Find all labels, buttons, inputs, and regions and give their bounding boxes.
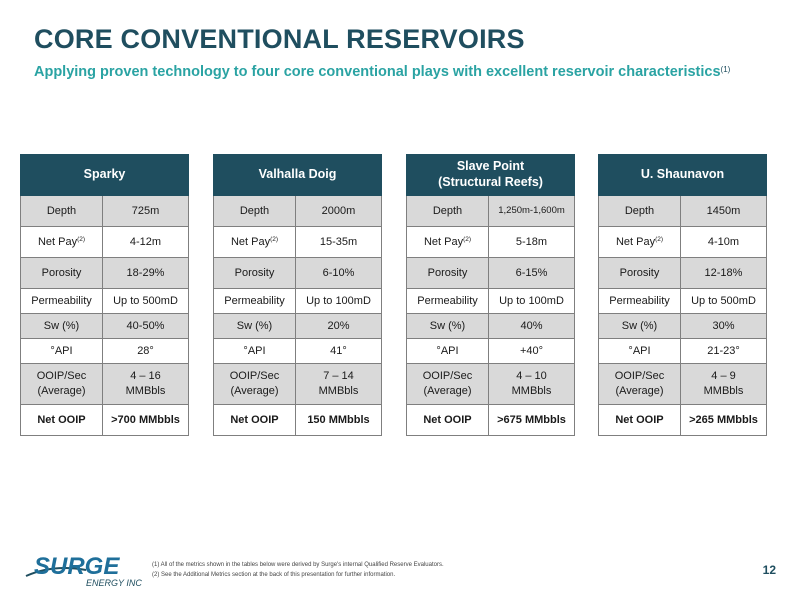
porosity-value: 6-10% (295, 257, 382, 289)
net-pay-value: 4-12m (101, 226, 190, 258)
net-pay-label: Net Pay(2) (20, 226, 103, 258)
reservoir-name: Valhalla Doig (258, 167, 337, 182)
sw-value: 20% (295, 313, 382, 339)
api-value: +40° (487, 338, 576, 364)
net-ooip-label: Net OOIP (213, 404, 296, 436)
net-pay-value: 4-10m (680, 226, 767, 258)
api-value: 21-23° (680, 338, 767, 364)
permeability-label: Permeability (20, 288, 103, 314)
permeability-value: Up to 100mD (487, 288, 576, 314)
sw-value: 40% (487, 313, 576, 339)
depth-value: 2000m (295, 195, 382, 227)
footnotes: (1) All of the metrics shown in the tabl… (152, 560, 444, 580)
api-label: °API (20, 338, 103, 364)
depth-value: 1450m (680, 195, 767, 227)
depth-label: Depth (406, 195, 489, 227)
logo-wordmark: SURGE (34, 553, 120, 580)
ooip-sec-label: OOIP/Sec (Average) (406, 363, 489, 405)
porosity-value: 12-18% (680, 257, 767, 289)
sw-label: Sw (%) (213, 313, 296, 339)
porosity-label: Porosity (598, 257, 681, 289)
logo-subtext: ENERGY INC (86, 578, 142, 588)
ooip-sec-value: 7 – 14 MMBbls (295, 363, 382, 405)
reservoir-name: U. Shaunavon (640, 167, 725, 182)
reservoir-table-slave-point: Slave Point (Structural Reefs) Depth 1,250… (405, 154, 576, 436)
depth-value: 1,250m-1,600m (487, 195, 576, 227)
depth-label: Depth (598, 195, 681, 227)
api-value: 28° (101, 338, 190, 364)
api-label: °API (598, 338, 681, 364)
net-ooip-value: >265 MMbbls (680, 404, 767, 436)
net-pay-label: Net Pay(2) (213, 226, 296, 258)
net-pay-label: Net Pay(2) (406, 226, 489, 258)
footnote-2: (2) See the Additional Metrics section a… (152, 572, 396, 578)
net-ooip-label: Net OOIP (20, 404, 103, 436)
api-label: °API (213, 338, 296, 364)
permeability-label: Permeability (406, 288, 489, 314)
reservoir-name: Slave Point (456, 159, 525, 174)
ooip-sec-label: OOIP/Sec (Average) (213, 363, 296, 405)
ooip-sec-value: 4 – 16 MMBbls (101, 363, 190, 405)
depth-label: Depth (20, 195, 103, 227)
reservoir-header: Slave Point (Structural Reefs) (405, 154, 576, 196)
depth-value: 725m (101, 195, 190, 227)
reservoir-header: Sparky (19, 154, 190, 196)
permeability-value: Up to 500mD (680, 288, 767, 314)
page-subtitle: Applying proven technology to four core … (34, 64, 730, 80)
api-value: 41° (295, 338, 382, 364)
ooip-sec-value: 4 – 10 MMBbls (487, 363, 576, 405)
net-ooip-label: Net OOIP (406, 404, 489, 436)
reservoir-header: U. Shaunavon (598, 154, 767, 196)
porosity-value: 6-15% (487, 257, 576, 289)
net-ooip-label: Net OOIP (598, 404, 681, 436)
net-pay-label: Net Pay(2) (598, 226, 681, 258)
permeability-label: Permeability (598, 288, 681, 314)
net-pay-value: 5-18m (487, 226, 576, 258)
ooip-sec-value: 4 – 9 MMBbls (680, 363, 767, 405)
subtitle-footnote-ref: (1) (720, 65, 731, 74)
ooip-sec-label: OOIP/Sec (Average) (598, 363, 681, 405)
porosity-label: Porosity (213, 257, 296, 289)
sw-value: 40-50% (101, 313, 190, 339)
sw-label: Sw (%) (20, 313, 103, 339)
reservoir-name-sub: (Structural Reefs) (438, 175, 543, 189)
reservoir-tables: Sparky Depth 725m Net Pay(2) 4-12m Porosit… (0, 154, 800, 437)
sw-label: Sw (%) (406, 313, 489, 339)
ooip-sec-label: OOIP/Sec (Average) (20, 363, 103, 405)
porosity-label: Porosity (20, 257, 103, 289)
footnote-1: (1) All of the metrics shown in the tabl… (152, 562, 444, 568)
porosity-value: 18-29% (101, 257, 190, 289)
page-number: 12 (762, 563, 776, 577)
porosity-label: Porosity (406, 257, 489, 289)
api-label: °API (406, 338, 489, 364)
page-title: CORE CONVENTIONAL RESERVOIRS (34, 24, 525, 54)
reservoir-table-valhalla-doig: Valhalla Doig Depth 2000m Net Pay(2) 15-35… (213, 154, 382, 436)
logo-swoosh-icon: SURGE ENERGY INC (25, 553, 142, 588)
permeability-value: Up to 500mD (101, 288, 190, 314)
net-ooip-value: 150 MMbbls (295, 404, 382, 436)
reservoir-name: Sparky (83, 167, 126, 182)
depth-label: Depth (213, 195, 296, 227)
reservoir-table-u-shaunavon: U. Shaunavon Depth 1450m Net Pay(2) 4-10m … (598, 154, 767, 436)
permeability-label: Permeability (213, 288, 296, 314)
subtitle-text: Applying proven technology to four core … (34, 64, 721, 80)
reservoir-table-sparky: Sparky Depth 725m Net Pay(2) 4-12m Porosit… (19, 154, 190, 436)
sw-value: 30% (680, 313, 767, 339)
sw-label: Sw (%) (598, 313, 681, 339)
net-ooip-value: >675 MMbbls (487, 404, 576, 436)
reservoir-header: Valhalla Doig (213, 154, 382, 196)
permeability-value: Up to 100mD (295, 288, 382, 314)
net-pay-value: 15-35m (295, 226, 382, 258)
surge-energy-logo: SURGE ENERGY INC (24, 548, 144, 592)
net-ooip-value: >700 MMbbls (101, 404, 190, 436)
